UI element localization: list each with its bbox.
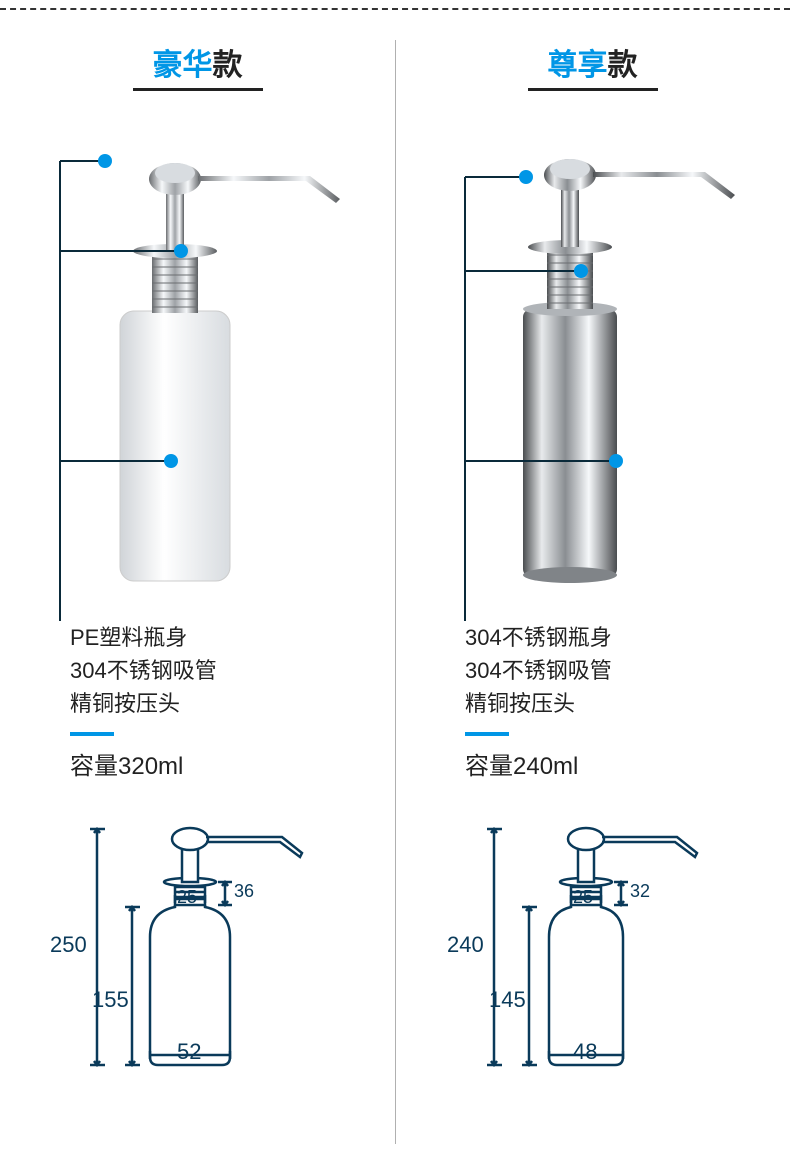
- right-specs: 304不锈钢瓶身 304不锈钢吸管 精铜按压头: [465, 621, 770, 720]
- right-dim-total-h: 240: [447, 932, 484, 958]
- right-column: 尊享款: [395, 40, 790, 1164]
- right-dim-bottle-w: 48: [573, 1039, 597, 1065]
- left-spec-2: 304不锈钢吸管: [70, 654, 375, 687]
- right-spec-1: 304不锈钢瓶身: [465, 621, 770, 654]
- left-dimension-diagram: 250 155 25 36 52: [20, 807, 375, 1107]
- callout-dot-r1: [519, 170, 533, 184]
- left-dim-bottle-h: 155: [92, 987, 129, 1013]
- right-dispenser-illustration: [415, 121, 770, 621]
- top-dashed-border: [0, 8, 790, 10]
- callout-dot-3: [164, 454, 178, 468]
- columns-container: 豪华款: [0, 0, 790, 1164]
- left-spec-1: PE塑料瓶身: [70, 621, 375, 654]
- right-title-rest: 款: [608, 49, 638, 82]
- left-dim-neck-h: 36: [234, 881, 254, 902]
- right-spec-3: 精铜按压头: [465, 687, 770, 720]
- callout-dot-2: [174, 244, 188, 258]
- right-dim-neck-w: 25: [573, 887, 593, 908]
- callout-dot-r3: [609, 454, 623, 468]
- right-dim-neck-h: 32: [630, 881, 650, 902]
- right-spec-2: 304不锈钢吸管: [465, 654, 770, 687]
- right-capacity: 容量240ml: [465, 746, 770, 781]
- left-dim-bottle-w: 52: [177, 1039, 201, 1065]
- left-dispenser-illustration: [20, 121, 375, 621]
- left-column: 豪华款: [0, 40, 395, 1164]
- right-title-underline: [528, 88, 658, 91]
- left-title-accent: 豪华: [153, 49, 213, 82]
- left-title-underline: [133, 88, 263, 91]
- callout-dot-1: [98, 154, 112, 168]
- right-title: 尊享款: [415, 40, 770, 84]
- callout-dot-r2: [574, 264, 588, 278]
- left-dim-total-h: 250: [50, 932, 87, 958]
- left-product-area: [20, 121, 375, 621]
- right-product-area: [415, 121, 770, 621]
- left-specs: PE塑料瓶身 304不锈钢吸管 精铜按压头: [70, 621, 375, 720]
- left-accent-bar: [70, 732, 114, 736]
- left-dim-neck-w: 25: [177, 887, 197, 908]
- right-accent-bar: [465, 732, 509, 736]
- right-dim-bottle-h: 145: [489, 987, 526, 1013]
- left-capacity: 容量320ml: [70, 746, 375, 781]
- left-title-rest: 款: [213, 49, 243, 82]
- right-title-accent: 尊享: [548, 49, 608, 82]
- left-spec-3: 精铜按压头: [70, 687, 375, 720]
- right-dimension-diagram: 240 145 25 32 48: [415, 807, 770, 1107]
- left-title: 豪华款: [20, 40, 375, 84]
